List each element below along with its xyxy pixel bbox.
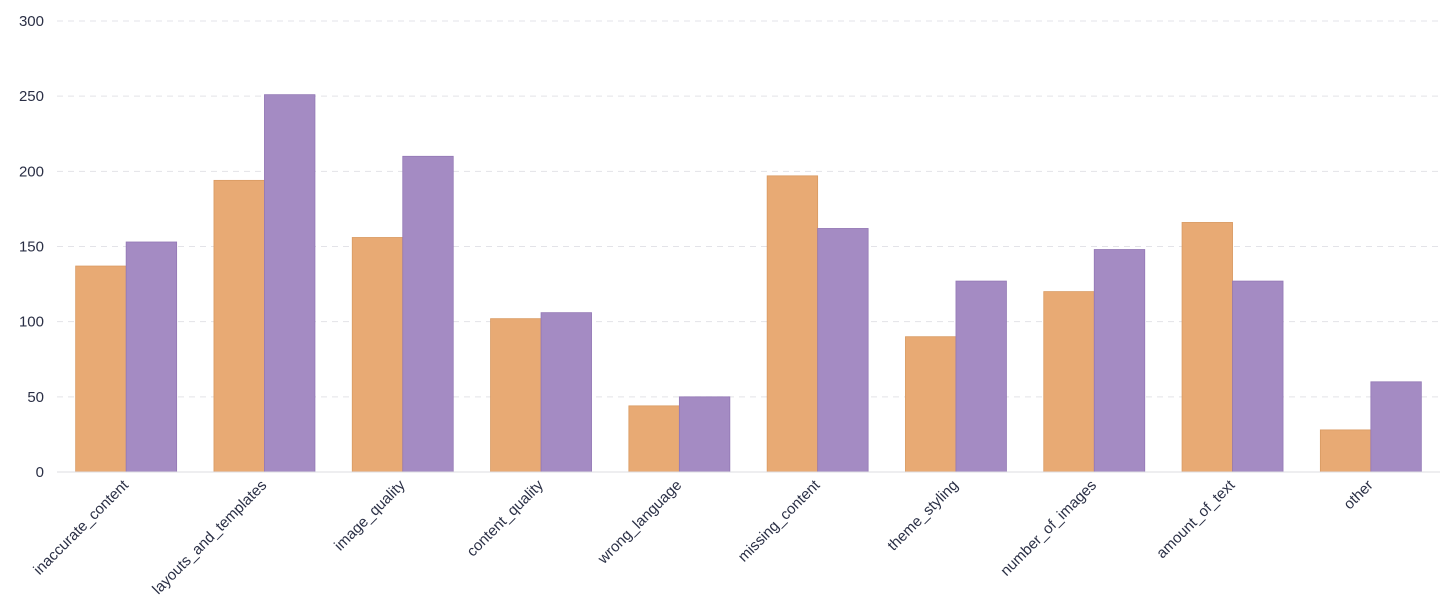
x-tick-label-image_quality: image_quality — [331, 476, 409, 554]
x-tick-label-number_of_images: number_of_images — [997, 477, 1100, 580]
bar-image_quality-series-2 — [402, 155, 454, 473]
x-tick-label-wrong_language: wrong_language — [594, 477, 685, 568]
bar-content_quality-series-2 — [540, 312, 592, 473]
bar-missing_content-series-2 — [817, 228, 869, 473]
bar-missing_content-series-1 — [766, 175, 819, 473]
y-tick-label: 150 — [19, 239, 44, 256]
y-tick-label: 50 — [27, 389, 44, 406]
x-tick-label-theme_styling: theme_styling — [884, 477, 961, 554]
y-tick-label: 200 — [19, 163, 44, 180]
x-tick-label-content_quality: content_quality — [464, 476, 548, 560]
bar-theme_styling-series-2 — [955, 280, 1007, 473]
y-axis-ticks: 0 50 100 150 200 250 300 — [19, 13, 44, 481]
x-tick-label-inaccurate_content: inaccurate_content — [30, 476, 132, 578]
bar-wrong_language-series-2 — [678, 396, 731, 473]
bar-content_quality-series-1 — [490, 318, 542, 473]
bar-number_of_images-series-2 — [1093, 249, 1146, 473]
bar-wrong_language-series-1 — [628, 405, 680, 473]
bar-image_quality-series-1 — [351, 237, 404, 473]
y-tick-label: 250 — [19, 88, 44, 105]
bar-layouts_and_templates-series-1 — [213, 179, 265, 473]
y-tick-label: 0 — [36, 464, 44, 481]
bar-other-series-1 — [1319, 429, 1372, 473]
bar-theme_styling-series-1 — [905, 336, 957, 473]
x-tick-label-amount_of_text: amount_of_text — [1153, 476, 1239, 562]
bar-other-series-2 — [1370, 381, 1422, 473]
bar-number_of_images-series-1 — [1043, 291, 1095, 473]
bar-inaccurate_content-series-2 — [125, 241, 178, 473]
x-tick-label-other: other — [1340, 477, 1376, 513]
bar-amount_of_text-series-2 — [1232, 280, 1284, 473]
x-tick-label-missing_content: missing_content — [735, 476, 824, 565]
y-tick-label: 300 — [19, 13, 44, 30]
bar-inaccurate_content-series-1 — [75, 265, 127, 473]
x-axis-labels: inaccurate_content layouts_and_templates i… — [30, 476, 1376, 598]
y-tick-label: 100 — [19, 314, 44, 331]
bar-layouts_and_templates-series-2 — [264, 94, 316, 473]
bars — [75, 94, 1422, 473]
x-tick-label-layouts_and_templates: layouts_and_templates — [149, 477, 270, 598]
bar-amount_of_text-series-1 — [1181, 222, 1233, 473]
